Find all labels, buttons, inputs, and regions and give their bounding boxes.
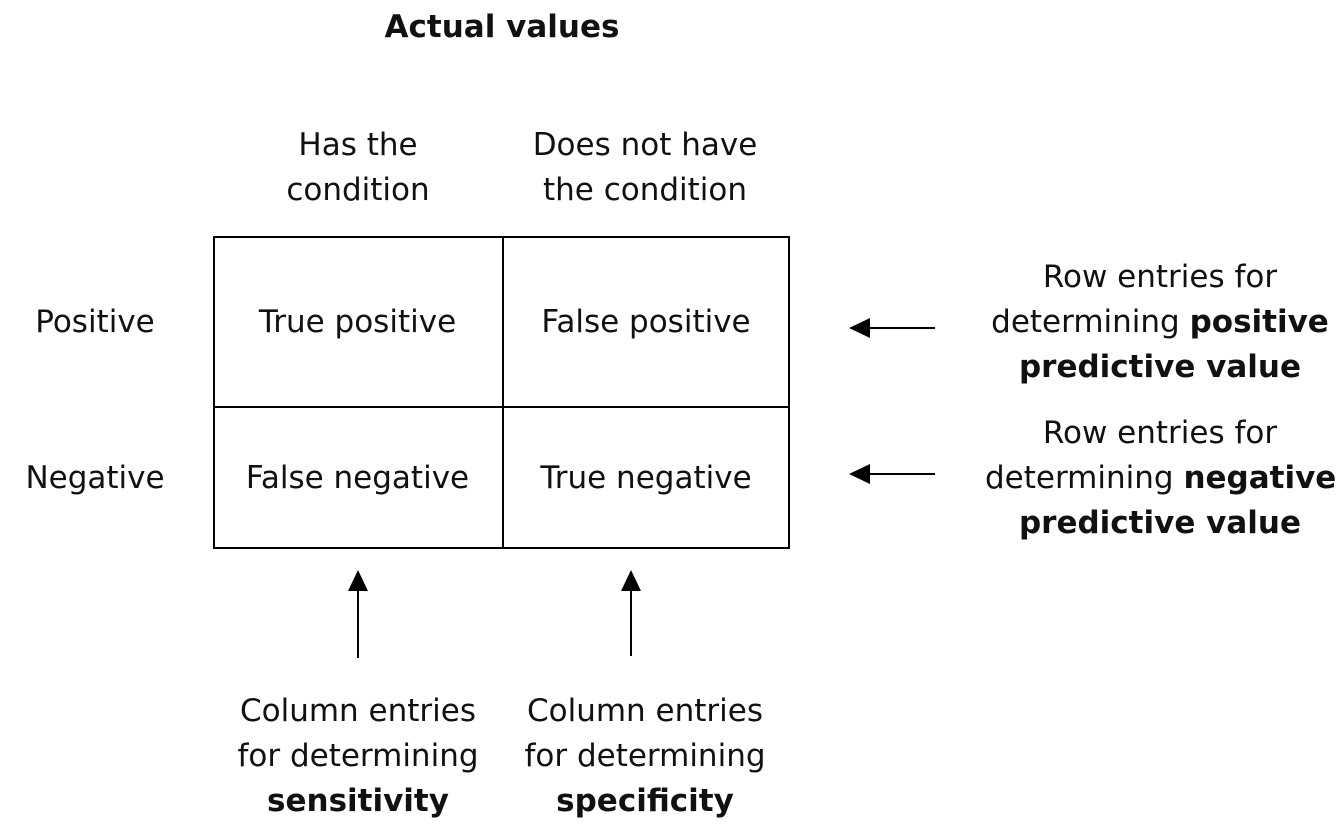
npv-row-note: Row entries for determining negative pre…: [985, 411, 1336, 546]
note-line: Column entries: [239, 693, 477, 729]
column-header-line: Does not have: [532, 127, 758, 163]
cell-false-negative: False negative: [245, 460, 470, 496]
row-label-negative: Negative: [25, 460, 165, 496]
note-text: determining: [991, 304, 1190, 340]
matrix-grid: [213, 236, 790, 549]
note-line: determining negative: [985, 456, 1336, 501]
note-line: for determining: [524, 738, 766, 774]
note-line: determining positive: [985, 300, 1335, 345]
note-bold-text: negative: [1183, 460, 1336, 496]
column-header-no-condition: Does not have the condition: [495, 123, 795, 213]
note-line: Row entries for: [1042, 259, 1278, 295]
arrow-to-no-condition-column: [621, 570, 641, 656]
matrix-horizontal-divider: [215, 406, 788, 408]
sensitivity-column-note: Column entries for determining sensitivi…: [208, 689, 508, 824]
ppv-row-note: Row entries for determining positive pre…: [985, 255, 1335, 390]
cell-true-negative: True negative: [540, 460, 752, 496]
note-text: determining: [985, 460, 1184, 496]
actual-values-title: Actual values: [384, 9, 620, 45]
note-line: for determining: [237, 738, 479, 774]
arrow-to-has-condition-column: [348, 570, 368, 658]
arrow-to-negative-row: [849, 464, 935, 484]
column-header-has-condition: Has the condition: [208, 123, 508, 213]
note-bold-line: specificity: [556, 783, 734, 819]
column-header-line: the condition: [542, 172, 748, 208]
note-line: Column entries: [526, 693, 764, 729]
note-bold-line: sensitivity: [267, 783, 449, 819]
specificity-column-note: Column entries for determining specifici…: [495, 689, 795, 824]
arrow-to-positive-row: [849, 318, 935, 338]
column-header-line: Has the: [298, 127, 418, 163]
row-label-positive: Positive: [35, 304, 155, 340]
note-bold-line: predictive value: [1018, 349, 1301, 385]
note-line: Row entries for: [1042, 415, 1278, 451]
note-bold-line: predictive value: [1018, 505, 1301, 541]
column-header-line: condition: [286, 172, 430, 208]
matrix-vertical-divider: [502, 238, 504, 547]
cell-false-positive: False positive: [541, 304, 751, 340]
note-bold-text: positive: [1189, 304, 1329, 340]
cell-true-positive: True positive: [258, 304, 457, 340]
